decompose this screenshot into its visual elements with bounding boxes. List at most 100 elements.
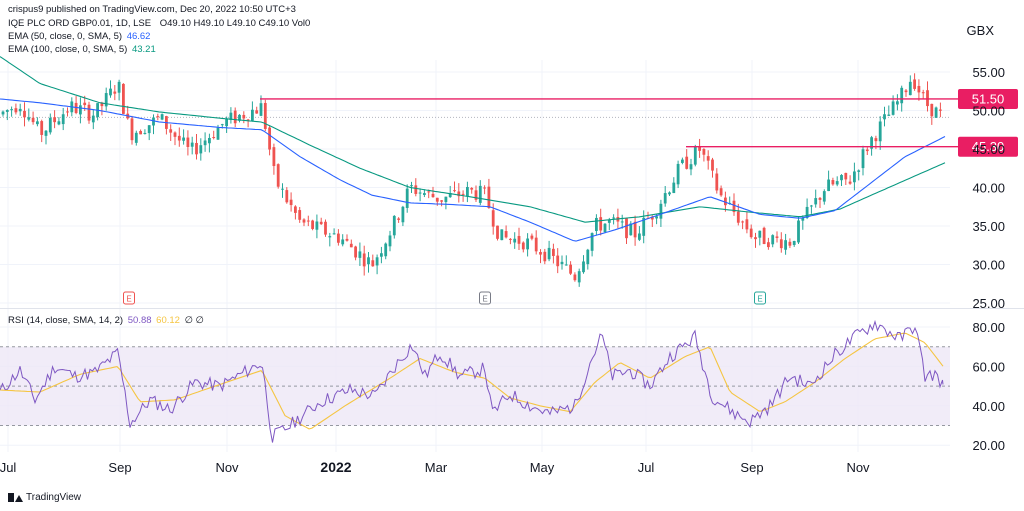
candle (663, 186, 667, 207)
candle (156, 113, 160, 121)
candle (930, 103, 934, 125)
candle (401, 205, 405, 227)
candle (203, 132, 207, 152)
rsi-legend[interactable]: RSI (14, close, SMA, 14, 2) 50.88 60.12 … (8, 315, 204, 326)
candle (358, 242, 362, 266)
rsi-tick-label: 80.00 (972, 320, 1005, 335)
time-tick-label: Sep (108, 460, 131, 475)
candle (939, 102, 942, 118)
candle (324, 219, 327, 237)
candle (10, 106, 13, 117)
candle (117, 79, 121, 101)
candle (66, 107, 69, 117)
candle (341, 234, 345, 247)
earnings-event-badge[interactable] (479, 291, 491, 305)
candle (736, 203, 740, 226)
candle (672, 177, 676, 194)
candle (87, 101, 91, 124)
candle (242, 111, 246, 124)
candle (427, 189, 431, 199)
candle (504, 225, 508, 239)
candle (762, 226, 766, 245)
candle (294, 205, 297, 220)
time-tick-label: Jul (638, 460, 655, 475)
candle (754, 232, 757, 248)
time-tick-label: 2022 (320, 459, 351, 475)
candle (251, 101, 254, 122)
candle (560, 255, 564, 270)
candle (195, 133, 198, 160)
candle (448, 185, 452, 198)
candle (289, 192, 293, 212)
earnings-event-label: E (482, 295, 487, 304)
ema50-line (0, 98, 946, 242)
candle (788, 238, 792, 249)
candle (526, 233, 529, 257)
rsi-extra: ∅ ∅ (184, 315, 204, 326)
candle (878, 116, 882, 150)
candle (668, 191, 671, 196)
candle (281, 183, 284, 198)
levels[interactable]: 51.50 45.30 (260, 88, 1018, 157)
price-tick-label: 45.00 (972, 142, 1005, 157)
candle (543, 248, 547, 265)
candle (48, 113, 52, 135)
candle (190, 136, 194, 155)
candle (319, 217, 323, 225)
price-tick-label: 40.00 (972, 181, 1005, 196)
candle (100, 101, 104, 116)
symbol-legend: IQE PLC ORD GBP0.01, 1D, LSE O49.10 H49.… (8, 18, 310, 29)
candle (362, 245, 366, 276)
candle (539, 249, 542, 264)
candle (5, 109, 9, 121)
earnings-event-label: E (757, 295, 762, 304)
price-axis[interactable]: 55.00 50.00 45.00 40.00 35.00 30.00 25.00 80.00… (972, 65, 1005, 453)
candle (27, 108, 31, 122)
candle (552, 243, 555, 264)
level-tag[interactable] (958, 136, 1018, 157)
footer-brand: TradingView (26, 492, 82, 503)
earnings-event-badge[interactable] (123, 291, 135, 305)
candle (595, 214, 598, 236)
candle (104, 87, 108, 111)
candle (199, 138, 203, 161)
candle (810, 204, 813, 214)
candle (397, 217, 400, 223)
candle (620, 214, 624, 229)
candle (328, 232, 332, 247)
candle (160, 113, 164, 121)
rsi-ma-line (0, 332, 944, 430)
candle (706, 150, 710, 170)
candle (478, 180, 482, 206)
candle (208, 133, 211, 153)
candle (173, 131, 177, 146)
level-tag[interactable] (958, 88, 1018, 109)
candle (384, 242, 388, 260)
candle (569, 261, 572, 276)
candle (883, 106, 886, 127)
ema50-legend[interactable]: EMA (50, close, 0, SMA, 5) 46.62 (8, 31, 150, 42)
candle (44, 130, 48, 145)
time-tick-label: Jul (0, 460, 16, 475)
earnings-event-label: E (126, 295, 131, 304)
candle (453, 181, 456, 193)
candle (315, 214, 319, 239)
ema100-legend[interactable]: EMA (100, close, 0, SMA, 5) 43.21 (8, 44, 156, 55)
candle (457, 183, 461, 203)
candle (509, 238, 512, 245)
candle (371, 254, 375, 267)
rsi-label: RSI (14, close, SMA, 14, 2) (8, 315, 124, 326)
candle (139, 129, 142, 135)
candle (822, 189, 826, 205)
candle (681, 157, 684, 165)
earnings-event-badge[interactable] (754, 291, 766, 305)
symbol-name[interactable]: IQE PLC ORD GBP0.01, 1D, LSE (8, 18, 152, 29)
candle (388, 230, 392, 252)
candle (470, 187, 474, 194)
time-axis[interactable]: Jul Sep Nov 2022 Mar May Jul Sep Nov (0, 459, 870, 475)
candle (130, 115, 134, 145)
ema100-line (0, 56, 946, 223)
candle (367, 252, 370, 273)
